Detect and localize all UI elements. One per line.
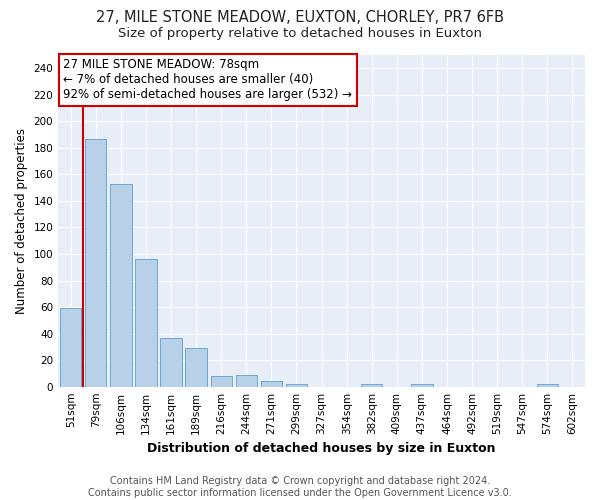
Text: Size of property relative to detached houses in Euxton: Size of property relative to detached ho… xyxy=(118,28,482,40)
Bar xyxy=(261,382,282,386)
Text: 27, MILE STONE MEADOW, EUXTON, CHORLEY, PR7 6FB: 27, MILE STONE MEADOW, EUXTON, CHORLEY, … xyxy=(96,10,504,25)
Text: 27 MILE STONE MEADOW: 78sqm
← 7% of detached houses are smaller (40)
92% of semi: 27 MILE STONE MEADOW: 78sqm ← 7% of deta… xyxy=(64,58,352,102)
Bar xyxy=(236,374,257,386)
Bar xyxy=(286,384,307,386)
Text: Contains HM Land Registry data © Crown copyright and database right 2024.
Contai: Contains HM Land Registry data © Crown c… xyxy=(88,476,512,498)
Bar xyxy=(537,384,558,386)
Bar xyxy=(110,184,131,386)
Bar xyxy=(361,384,382,386)
Y-axis label: Number of detached properties: Number of detached properties xyxy=(15,128,28,314)
Bar xyxy=(185,348,207,387)
Bar xyxy=(60,308,82,386)
Bar xyxy=(136,260,157,386)
Bar xyxy=(85,138,106,386)
X-axis label: Distribution of detached houses by size in Euxton: Distribution of detached houses by size … xyxy=(148,442,496,455)
Bar xyxy=(411,384,433,386)
Bar xyxy=(160,338,182,386)
Bar xyxy=(211,376,232,386)
